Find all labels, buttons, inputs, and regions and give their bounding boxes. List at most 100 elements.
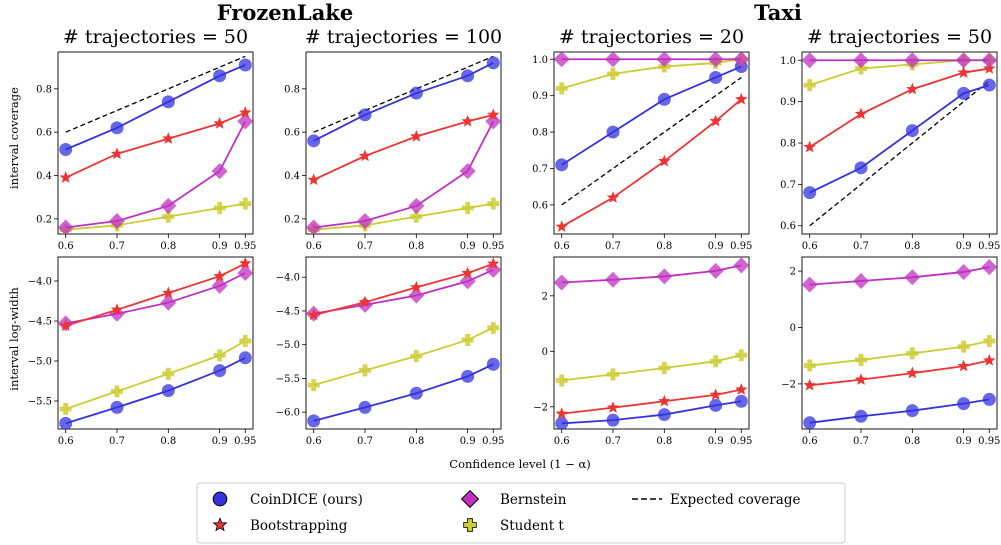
point-student (162, 367, 175, 380)
legend-frame (196, 482, 846, 544)
panel-title: # trajectories = 20 (559, 26, 744, 48)
point-student (803, 79, 816, 92)
point-coindice (110, 400, 124, 414)
legend-item-expected: Expected coverage (632, 492, 800, 508)
point-student (59, 403, 72, 415)
point-bootstrap (606, 191, 620, 203)
point-student (162, 210, 175, 223)
row-label-logwidth: interval log-width (7, 287, 21, 391)
point-bootstrap (735, 383, 748, 395)
x-tick-label: 0.9 (212, 436, 228, 447)
x-tick-label: 0.9 (460, 436, 476, 447)
point-bernstein (459, 163, 476, 180)
point-bootstrap (735, 92, 748, 105)
point-bootstrap (709, 388, 722, 401)
x-tick-label: 0.6 (58, 241, 74, 252)
point-bootstrap (239, 106, 252, 118)
legend-item-bernstein: Bernstein (460, 489, 567, 509)
y-tick-label: 0.4 (284, 171, 300, 182)
point-student (461, 202, 474, 214)
x-tick-label: 0.6 (306, 436, 322, 447)
point-bootstrap (307, 308, 320, 321)
y-tick-label: −5.0 (276, 340, 300, 351)
point-bernstein (237, 265, 253, 281)
point-coindice (905, 124, 919, 138)
y-tick-label: 2 (542, 291, 548, 302)
point-student (461, 333, 474, 346)
point-bernstein (554, 274, 570, 291)
point-student (111, 385, 124, 398)
point-bernstein (802, 52, 818, 69)
point-bernstein (485, 261, 501, 278)
panel-4: # trajectories = 50 0.6 0.7 0.8 0.9 0.95 0.6 0.… (780, 26, 1000, 252)
point-coindice (461, 69, 475, 83)
x-tick-label: 0.9 (460, 241, 476, 252)
point-coindice (486, 357, 500, 371)
point-coindice (358, 400, 372, 414)
x-tick-label: 0.7 (357, 436, 373, 447)
y-tick-label: 0.9 (780, 97, 796, 108)
x-tick-label: 0.7 (357, 241, 373, 252)
panel-5: 0.6 0.7 0.8 0.9 0.95 −5.5 −5.0 −4.5 −4.0 (28, 256, 256, 447)
point-bootstrap (709, 114, 722, 127)
point-bootstrap (162, 286, 175, 299)
point-coindice (905, 404, 919, 418)
panels: # trajectories = 50 0.6 0.7 0.8 0.9 0.95 0.2 0.… (28, 26, 1001, 447)
point-coindice (803, 416, 817, 429)
x-tick-label: 0.95 (482, 241, 504, 252)
x-tick-label: 0.6 (58, 436, 74, 447)
y-tick-label: 0.2 (284, 214, 300, 225)
x-tick-label: 0.7 (853, 241, 869, 252)
point-bootstrap (410, 130, 423, 142)
point-coindice (734, 394, 748, 408)
data-layer (802, 259, 997, 429)
point-coindice (606, 125, 620, 139)
point-bernstein (955, 263, 972, 280)
panel-6: 0.6 0.7 0.8 0.9 0.95 −6.0 −5.5 −5.0 −4.5 −4.0 (276, 256, 504, 447)
group-title-taxi: Taxi (754, 0, 802, 25)
plot-frame (553, 256, 750, 430)
point-student (487, 321, 500, 334)
point-bernstein (485, 113, 501, 130)
x-tick-label: 0.6 (554, 241, 570, 252)
point-bernstein (109, 213, 126, 229)
legend-swatch-bernstein (460, 489, 480, 509)
x-tick-label: 0.8 (408, 436, 424, 447)
panel-1: # trajectories = 50 0.6 0.7 0.8 0.9 0.95 0.2 0.… (36, 26, 256, 252)
series-line-expected (809, 80, 990, 227)
x-tick-label: 0.95 (234, 241, 256, 252)
legend-label-bootstrap: Bootstrapping (250, 518, 348, 534)
point-student (607, 368, 620, 381)
point-bernstein (707, 52, 724, 68)
y-tick-label: 0.4 (36, 171, 52, 182)
y-tick-label: −4.0 (28, 277, 52, 288)
point-coindice (606, 413, 620, 427)
point-bernstein (853, 52, 870, 69)
y-tick-label: 0.8 (284, 84, 300, 95)
point-bootstrap (983, 353, 996, 366)
point-bootstrap (803, 378, 816, 391)
x-tick-label: 0.9 (956, 241, 972, 252)
y-tick-label: 0.8 (36, 84, 52, 95)
x-tick-label: 0.6 (802, 436, 818, 447)
legend-label-coindice: CoinDICE (ours) (250, 492, 363, 508)
y-tick-label: 1.0 (780, 56, 796, 67)
point-bootstrap (854, 107, 868, 120)
point-coindice (709, 398, 723, 412)
panel-title: # trajectories = 100 (305, 26, 502, 48)
y-tick-label: −4.5 (28, 317, 52, 328)
point-student (239, 197, 252, 210)
point-student (709, 355, 722, 368)
y-tick-label: 0.6 (532, 200, 548, 211)
point-bernstein (955, 52, 972, 69)
point-coindice (307, 134, 321, 148)
group-title-frozenlake: FrozenLake (217, 0, 353, 25)
point-bootstrap (658, 394, 671, 407)
x-tick-label: 0.8 (160, 241, 176, 252)
point-bootstrap (803, 140, 816, 153)
y-tick-label: −6.0 (276, 408, 300, 419)
point-bootstrap (59, 319, 72, 332)
x-tick-label: 0.8 (904, 241, 920, 252)
point-bootstrap (487, 257, 500, 269)
x-tick-label: 0.7 (109, 241, 125, 252)
